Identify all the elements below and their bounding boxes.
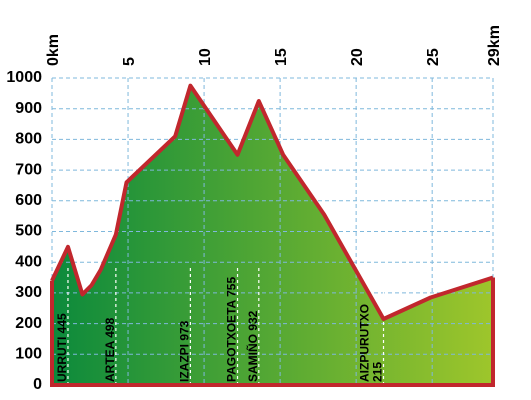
y-tick-label: 400 [15, 253, 42, 270]
y-tick-label: 700 [15, 161, 42, 178]
x-tick-label: 15 [273, 48, 290, 66]
y-tick-label: 1000 [6, 69, 42, 86]
waypoint-label: 215 [371, 362, 385, 382]
waypoint-label: URRUTI 445 [55, 313, 69, 382]
waypoint-label: IZAZPI 973 [177, 320, 191, 382]
y-tick-label: 500 [15, 223, 42, 240]
x-tick-label: 20 [349, 48, 366, 66]
y-tick-label: 200 [15, 315, 42, 332]
x-tick-label: 29km [486, 25, 503, 66]
profile-frame [50, 277, 495, 387]
waypoint-label: PAGOTXOETA 755 [225, 277, 239, 382]
x-tick-label: 5 [121, 57, 138, 66]
y-tick-label: 300 [15, 284, 42, 301]
x-tick-label: 10 [197, 48, 214, 66]
y-tick-label: 0 [33, 376, 42, 393]
waypoint-label: ARTEA 498 [103, 317, 117, 382]
x-tick-label: 0km [45, 34, 62, 66]
x-tick-label: 25 [425, 48, 442, 66]
y-tick-label: 800 [15, 131, 42, 148]
waypoint-label: SAMIÑO 932 [245, 310, 260, 382]
y-tick-label: 100 [15, 346, 42, 363]
profile-line [50, 83, 494, 321]
y-tick-label: 600 [15, 192, 42, 209]
y-tick-label: 900 [15, 100, 42, 117]
area-fill [52, 85, 493, 386]
waypoint-label: AIZPURUTXO [358, 304, 372, 382]
